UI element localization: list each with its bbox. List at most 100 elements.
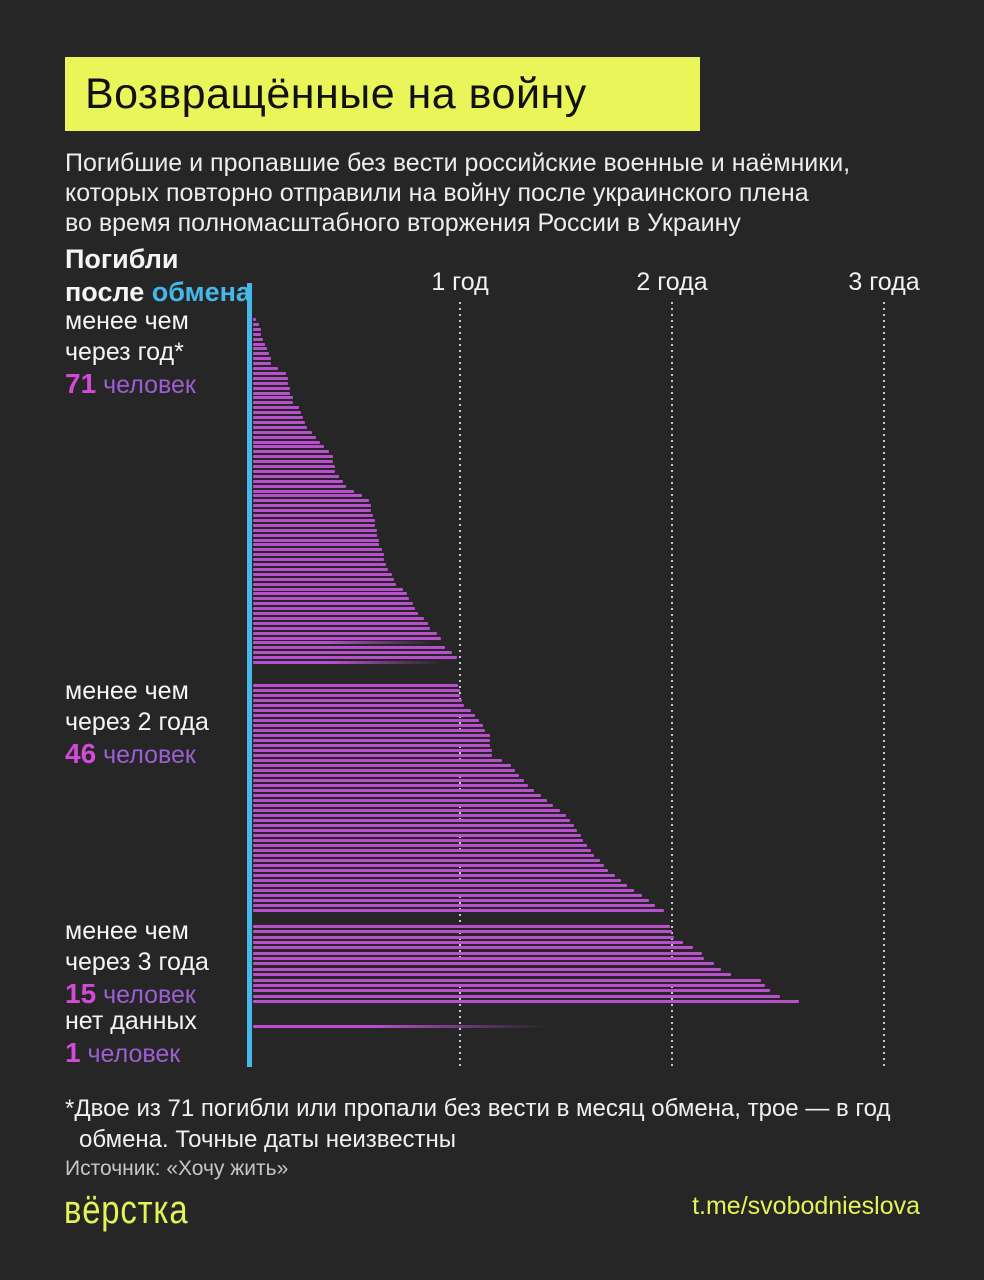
person-bar bbox=[253, 509, 371, 512]
person-bar bbox=[253, 734, 490, 737]
person-bar bbox=[253, 925, 670, 928]
person-bar bbox=[253, 651, 452, 654]
person-bar-uncertain bbox=[253, 1025, 553, 1028]
person-bar bbox=[253, 421, 305, 424]
person-bar bbox=[253, 499, 369, 502]
title-banner: Возвращённые на войну bbox=[65, 57, 700, 131]
person-bar bbox=[253, 854, 594, 857]
person-bar bbox=[253, 543, 379, 546]
person-bar bbox=[253, 347, 267, 350]
person-bar bbox=[253, 338, 263, 341]
person-bar bbox=[253, 607, 415, 610]
person-bar bbox=[253, 774, 519, 777]
x-tick-label: 1 год bbox=[431, 268, 489, 296]
person-bar bbox=[253, 809, 560, 812]
axis-title-line1: Погибли bbox=[65, 244, 179, 274]
person-bar bbox=[253, 514, 373, 517]
group-count-number: 71 bbox=[65, 368, 97, 399]
person-bar bbox=[253, 617, 424, 620]
person-bar bbox=[253, 754, 492, 757]
person-bar bbox=[253, 789, 534, 792]
subtitle-line: Погибшие и пропавшие без вести российски… bbox=[65, 149, 851, 177]
person-bar bbox=[253, 588, 403, 591]
person-bar bbox=[253, 829, 577, 832]
person-bar bbox=[253, 894, 642, 897]
person-bar bbox=[253, 578, 394, 581]
person-bar bbox=[253, 352, 269, 355]
person-bar bbox=[253, 524, 375, 527]
group-count-number: 46 bbox=[65, 738, 97, 769]
x-tick-label: 3 года bbox=[848, 268, 920, 296]
person-bar bbox=[253, 834, 581, 837]
group-count-number: 1 bbox=[65, 1037, 81, 1068]
person-bar bbox=[253, 392, 290, 395]
person-bar bbox=[253, 568, 388, 571]
person-bar bbox=[253, 426, 307, 429]
person-bar bbox=[253, 504, 371, 507]
person-bar bbox=[253, 995, 780, 998]
person-bar bbox=[253, 930, 672, 933]
group-label: менее чем через 3 года 15 человек bbox=[65, 916, 255, 1011]
person-bar bbox=[253, 387, 290, 390]
person-bar-uncertain bbox=[253, 641, 439, 644]
axis-title-white: после bbox=[65, 277, 152, 307]
person-bar bbox=[253, 724, 483, 727]
group-count: 46 человек bbox=[65, 738, 255, 771]
person-bar bbox=[253, 709, 471, 712]
group-label: менее чем через 2 года 46 человек bbox=[65, 676, 255, 771]
group-count-word: человек bbox=[80, 1040, 181, 1068]
person-bar bbox=[253, 979, 761, 982]
person-bar bbox=[253, 989, 770, 992]
group-count: 15 человек bbox=[65, 978, 255, 1011]
person-bar bbox=[253, 904, 655, 907]
person-bar bbox=[253, 729, 485, 732]
person-bar bbox=[253, 889, 634, 892]
person-bar bbox=[253, 1000, 799, 1003]
year-gridline bbox=[883, 302, 885, 1070]
group-label-line: менее чем bbox=[65, 917, 189, 945]
group-label-line: менее чем bbox=[65, 677, 189, 705]
person-bar bbox=[253, 529, 377, 532]
person-bar bbox=[253, 739, 490, 742]
group-label-line: через год* bbox=[65, 338, 184, 366]
person-bar bbox=[253, 719, 479, 722]
person-bar bbox=[253, 583, 396, 586]
group-label-line: через 3 года bbox=[65, 948, 209, 976]
person-bar bbox=[253, 333, 261, 336]
group-count-word: человек bbox=[96, 371, 196, 399]
page-title: Возвращённые на войну bbox=[85, 69, 587, 118]
person-bar bbox=[253, 382, 288, 385]
person-bar bbox=[253, 874, 615, 877]
person-bar bbox=[253, 646, 445, 649]
telegram-link[interactable]: t.me/svobodnieslova bbox=[692, 1192, 920, 1220]
person-bar bbox=[253, 957, 704, 960]
person-bar bbox=[253, 343, 265, 346]
subtitle-line: которых повторно отправили на войну посл… bbox=[65, 179, 809, 207]
verstka-logo: вёрстка bbox=[64, 1188, 189, 1232]
year-gridline bbox=[459, 302, 461, 1070]
person-bar bbox=[253, 869, 608, 872]
person-bar bbox=[253, 839, 583, 842]
person-bar bbox=[253, 824, 574, 827]
group-label: менее чем через год* 71 человек bbox=[65, 306, 255, 401]
person-bar bbox=[253, 445, 324, 448]
person-bar bbox=[253, 411, 301, 414]
person-bar bbox=[253, 714, 475, 717]
person-bar bbox=[253, 548, 382, 551]
chart-axis-title: Погибли после обмена bbox=[65, 243, 251, 309]
person-bar bbox=[253, 480, 343, 483]
person-bar bbox=[253, 558, 384, 561]
person-bar bbox=[253, 952, 702, 955]
group-label-line: через 2 года bbox=[65, 708, 209, 736]
person-bar bbox=[253, 573, 392, 576]
person-bar bbox=[253, 475, 339, 478]
person-bar bbox=[253, 563, 386, 566]
person-bar bbox=[253, 396, 293, 399]
person-bar bbox=[253, 539, 379, 542]
footnote-line1: *Двое из 71 погибли или пропали без вест… bbox=[65, 1095, 891, 1122]
person-bar bbox=[253, 859, 600, 862]
person-bar bbox=[253, 357, 271, 360]
person-bar bbox=[253, 984, 765, 987]
